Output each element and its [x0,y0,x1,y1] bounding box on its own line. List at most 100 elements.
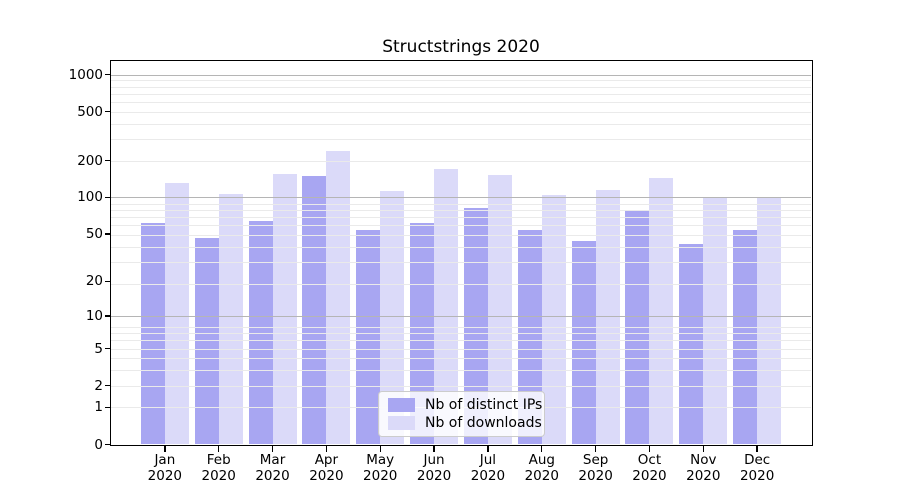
gridline-minor [111,225,811,227]
x-tick-month: Feb [206,452,231,468]
y-tick-label: 5 [94,340,103,357]
x-tick-mark [379,445,381,452]
gridline-minor [111,203,811,205]
gridline-minor [111,246,811,248]
bar-downloads [164,183,189,445]
x-tick-year: 2020 [309,468,344,484]
y-tick-label: 2 [94,377,103,394]
gridline-minor [111,340,811,342]
x-tick-mark [325,445,328,452]
y-tick-mark [104,110,111,113]
bar-downloads [541,194,566,445]
x-tick-year: 2020 [739,468,775,484]
y-tick-label: 1 [94,399,103,416]
bar-distinct-ips [356,229,381,445]
y-tick-label: 50 [85,225,103,242]
gridline-minor [111,284,811,286]
x-tick-year: 2020 [363,468,398,484]
bar-downloads [326,151,351,445]
x-tick-mark [217,445,220,452]
x-tick-mark [164,445,166,452]
x-tick-label: Jan 2020 [135,452,195,484]
x-tick-label: Apr 2020 [296,452,356,484]
gridline-minor [111,101,811,103]
legend-swatch-distinct-ips [388,397,415,412]
gridline-minor [111,86,811,88]
bar-distinct-ips [248,220,273,445]
x-tick-mark [271,445,274,452]
y-tick-mark [104,406,111,409]
x-tick-month: Apr [314,452,339,468]
x-tick-month: Nov [690,452,717,468]
gridline-minor [111,111,811,113]
x-tick-year: 2020 [632,468,667,484]
legend-label: Nb of downloads [425,415,542,432]
legend-item: Nb of distinct IPs [388,397,542,413]
bar-downloads [272,174,297,445]
gridline-minor [111,93,811,95]
x-tick-label: Nov 2020 [673,452,733,484]
gridline-minor [111,326,811,328]
bar-downloads [649,178,674,445]
gridline-major [111,197,811,199]
y-tick-mark [104,196,111,199]
gridline-minor [111,123,811,125]
bar-downloads [703,196,728,445]
gridline-minor [111,348,811,350]
y-tick-mark [104,443,111,446]
gridline-minor [111,385,811,387]
y-tick-label: 500 [77,103,103,120]
y-tick-mark [104,159,111,162]
y-tick-mark [104,347,111,350]
x-tick-label: Mar 2020 [243,452,303,484]
gridline-minor [111,358,811,360]
legend-swatch-downloads [388,416,415,431]
bar-distinct-ips [679,244,704,445]
bar-distinct-ips [733,229,758,445]
y-tick-mark [104,384,111,387]
y-tick-mark [104,73,111,76]
bar-downloads [757,198,782,445]
x-tick-year: 2020 [255,468,290,484]
gridline-major [111,316,811,318]
x-tick-mark [541,445,543,452]
gridline-minor [111,80,811,82]
x-tick-mark [487,445,489,452]
x-tick-month: Aug [528,452,555,468]
x-tick-month: Oct [637,452,662,468]
gridline-major [111,74,811,76]
x-tick-month: Mar [259,452,286,468]
gridline-minor [111,235,811,237]
x-tick-month: Jan [154,452,176,468]
y-tick-label: 0 [94,436,103,453]
x-tick-month: Jun [423,452,445,468]
bar-downloads [595,190,620,445]
x-tick-label: Jun 2020 [404,452,464,484]
bar-distinct-ips [302,175,327,445]
x-tick-mark [433,445,435,452]
y-tick-label: 200 [77,152,103,169]
x-tick-label: Dec 2020 [727,452,787,484]
legend: Nb of distinct IPs Nb of downloads [378,391,545,437]
x-tick-label: Jul 2020 [458,452,518,484]
legend-item: Nb of downloads [388,415,542,431]
x-tick-mark [702,445,704,452]
y-tick-mark [104,315,111,317]
x-tick-month: May [366,452,395,468]
x-tick-mark [594,445,597,452]
gridline-minor [111,139,811,141]
x-tick-year: 2020 [578,468,613,484]
gridline-minor [111,216,811,218]
bar-distinct-ips [194,238,219,445]
x-tick-label: May 2020 [350,452,410,484]
x-tick-year: 2020 [416,468,452,484]
x-tick-label: Oct 2020 [619,452,679,484]
x-tick-label: Aug 2020 [512,452,572,484]
gridline-minor [111,333,811,335]
y-tick-label: 100 [77,189,103,206]
x-tick-mark [648,445,651,452]
x-tick-year: 2020 [201,468,236,484]
y-tick-label: 1000 [68,66,103,83]
